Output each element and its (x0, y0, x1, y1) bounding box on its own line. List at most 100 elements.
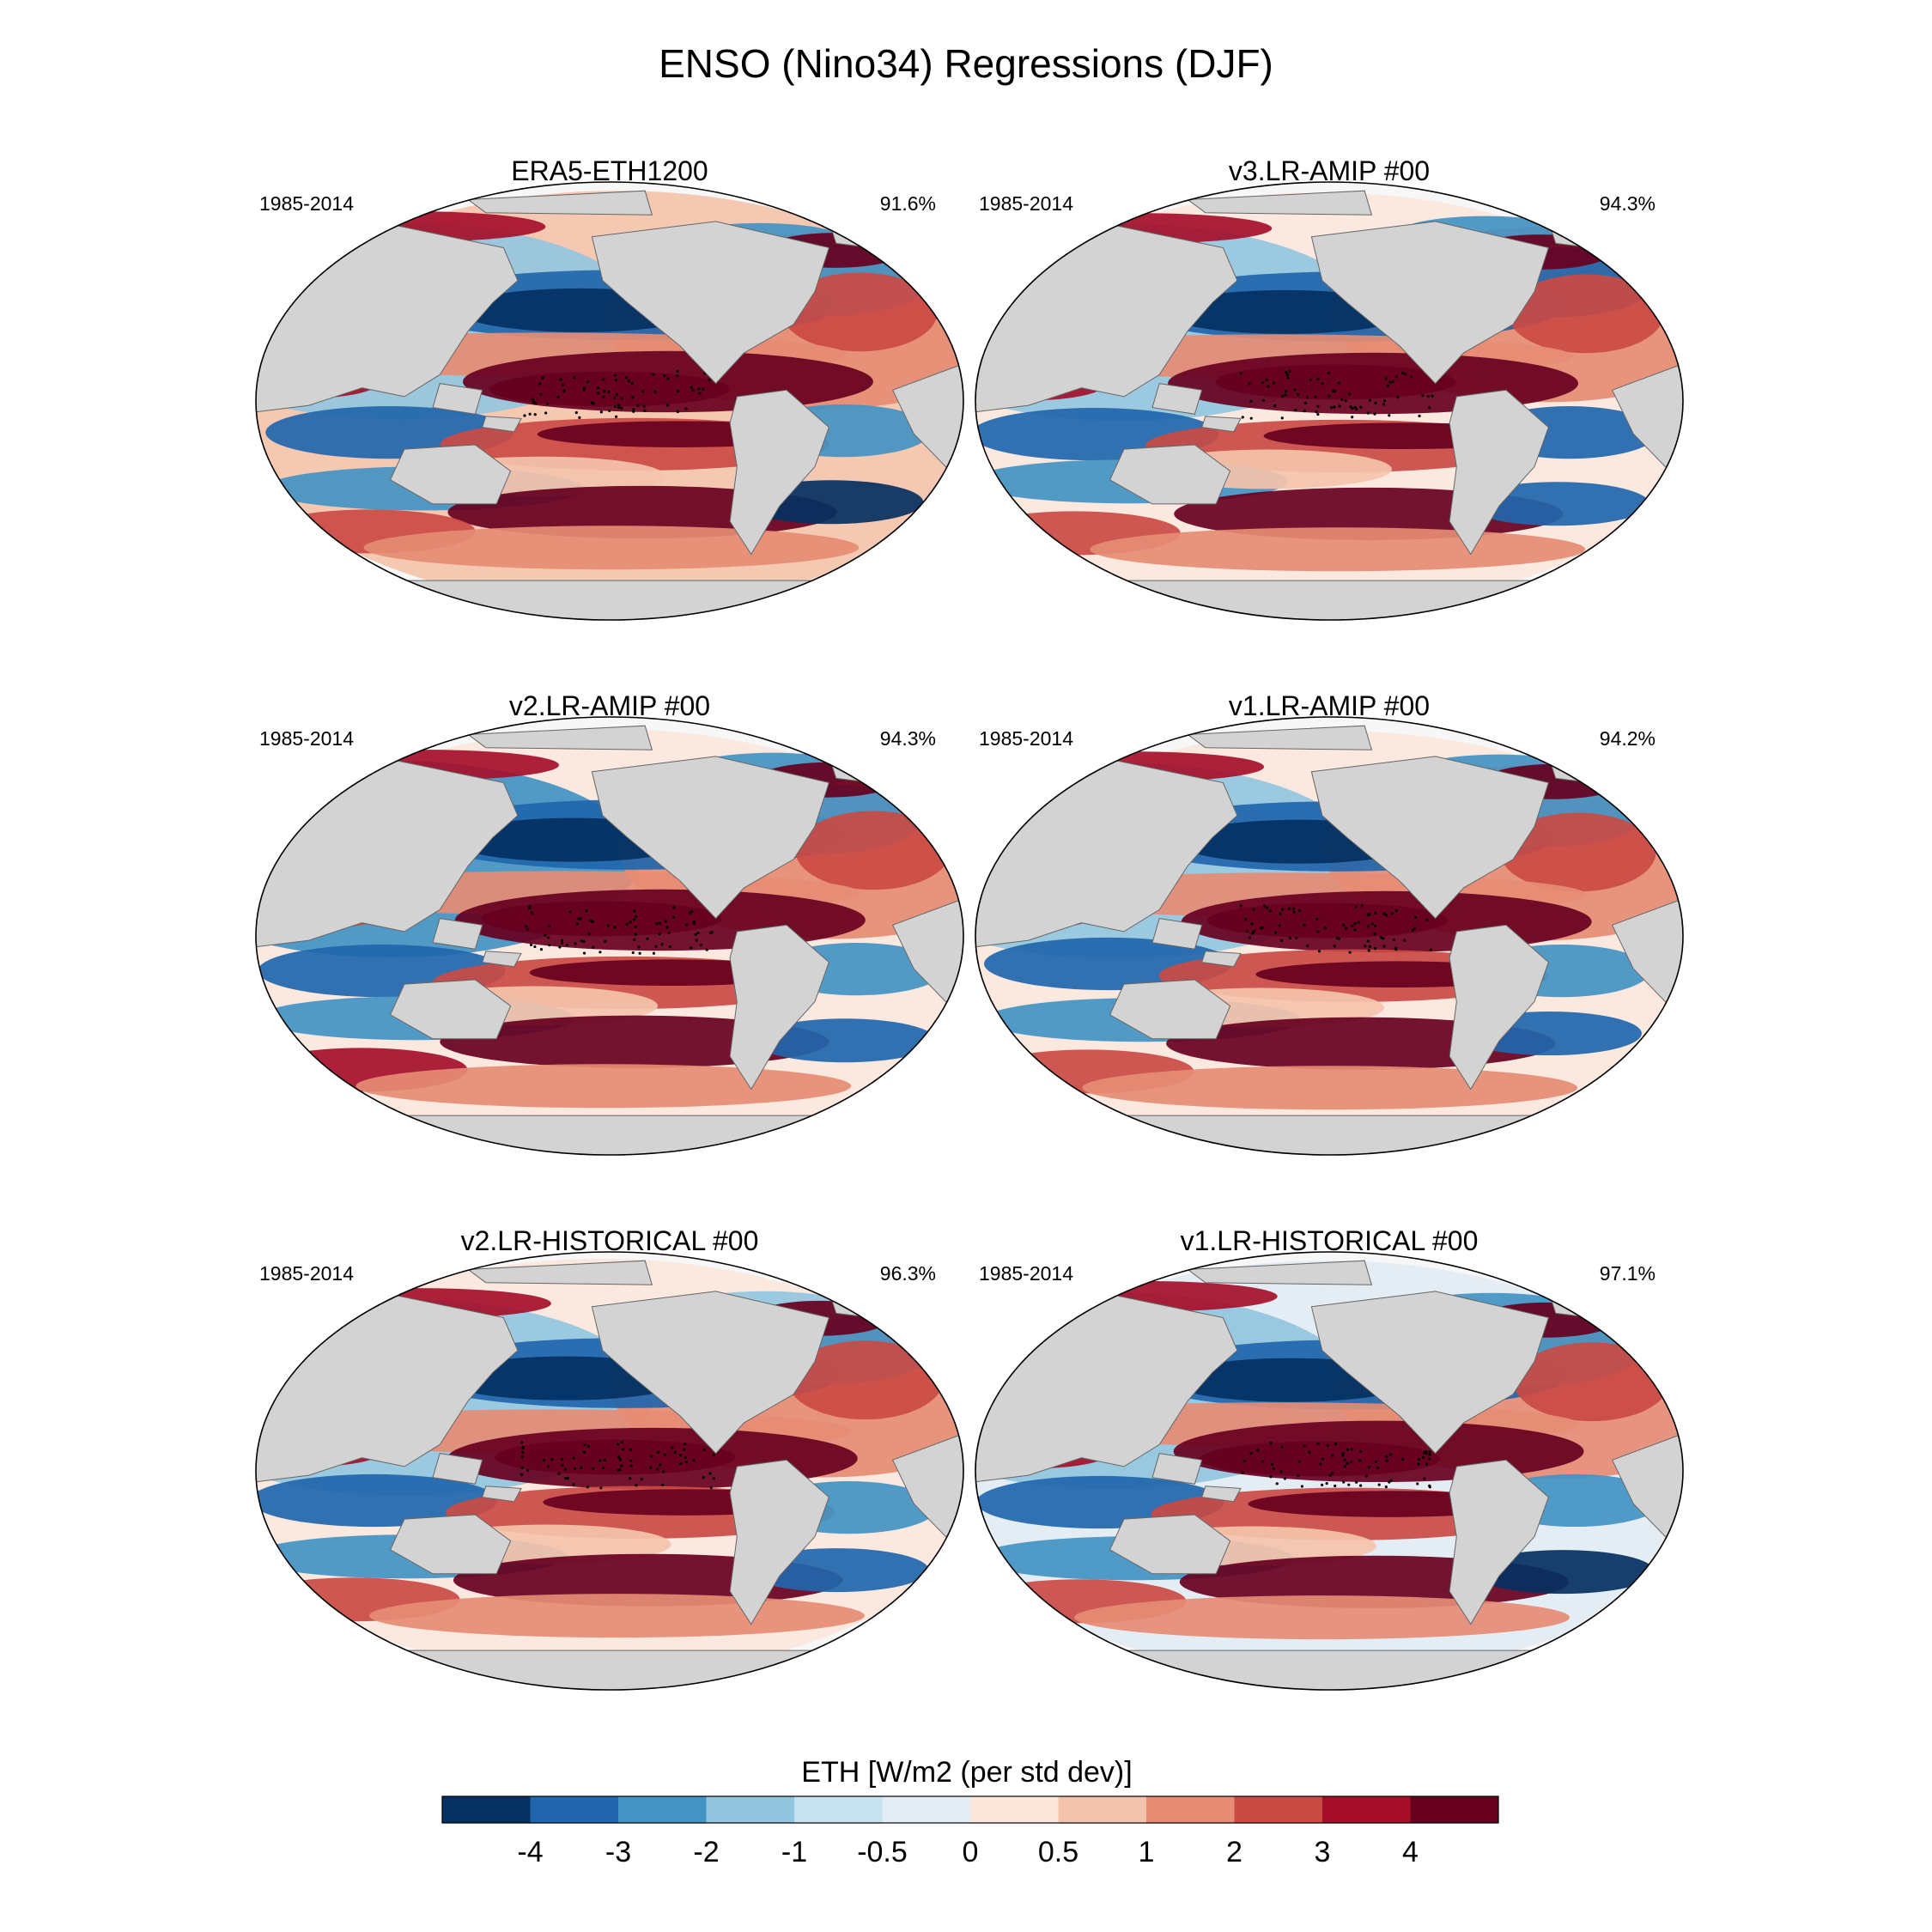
colorbar-tick-label: 1 (1139, 1836, 1155, 1868)
significance-dot (597, 392, 600, 395)
significance-dot (638, 951, 641, 955)
anomaly-field (787, 1340, 944, 1420)
significance-dot (631, 396, 635, 399)
significance-dot (578, 416, 581, 419)
land-mass (482, 951, 522, 968)
significance-dot (685, 923, 689, 927)
panel-pattern-pct: 94.3% (1600, 192, 1656, 215)
significance-dot (1391, 380, 1394, 384)
significance-dot (1353, 921, 1357, 926)
significance-dot (1428, 1450, 1431, 1454)
significance-dot (1425, 1462, 1429, 1466)
significance-dot (1252, 930, 1255, 933)
significance-dot (1338, 404, 1341, 408)
significance-dot (1394, 375, 1398, 379)
significance-dot (592, 945, 595, 949)
significance-dot (563, 1467, 567, 1471)
significance-dot (1385, 1455, 1388, 1458)
land-mass (975, 580, 1683, 620)
significance-dot (709, 1486, 713, 1490)
significance-dot (683, 1455, 687, 1459)
significance-dot (525, 925, 528, 928)
anomaly-field (752, 1018, 937, 1063)
anomaly-field (1500, 812, 1656, 892)
significance-dot (1344, 398, 1347, 403)
significance-dot (708, 1472, 712, 1475)
significance-dot (699, 944, 702, 947)
significance-dot (586, 1444, 590, 1448)
significance-dot (1303, 1444, 1306, 1448)
significance-dot (1316, 412, 1320, 416)
significance-dot (1376, 1466, 1380, 1470)
land-mass (1310, 1291, 1550, 1455)
anomaly-field (1215, 364, 1456, 400)
significance-dot (528, 904, 532, 908)
map-border (975, 1251, 1684, 1691)
land-mass (1449, 1459, 1549, 1625)
land-mass (1201, 416, 1242, 433)
significance-dot (1410, 375, 1413, 379)
map-panel: v1.LR-HISTORICAL #00 1985-2014 97.1% (975, 1225, 1684, 1691)
significance-dot (1283, 1477, 1287, 1480)
significance-dot (1265, 378, 1268, 381)
significance-dot (652, 373, 655, 376)
significance-dot (1355, 408, 1358, 411)
colorbar-box (970, 1796, 1059, 1823)
significance-dot (1297, 392, 1300, 397)
significance-dot (1396, 396, 1400, 399)
significance-dot (616, 1443, 620, 1446)
significance-dot (1306, 944, 1309, 948)
significance-dot (641, 390, 645, 393)
significance-dot (695, 939, 698, 942)
land-mass (1310, 756, 1550, 920)
significance-dot (1272, 1467, 1275, 1471)
significance-dot (632, 918, 635, 921)
significance-dot (1392, 938, 1395, 942)
significance-dot (1382, 399, 1387, 403)
land-mass (256, 1115, 963, 1155)
significance-dot (538, 382, 542, 386)
significance-dot (565, 943, 568, 946)
significance-dot (1303, 409, 1307, 413)
significance-dot (692, 920, 696, 924)
map-border (255, 716, 964, 1156)
significance-dot (1370, 922, 1375, 926)
significance-dot (1416, 1482, 1419, 1485)
significance-dot (661, 1470, 665, 1473)
significance-dot (1280, 394, 1285, 398)
colorbar-box (882, 1796, 970, 1823)
significance-dot (1261, 380, 1265, 385)
panel-period: 1985-2014 (259, 727, 354, 750)
panel-period: 1985-2014 (979, 1262, 1073, 1285)
figure-title: ENSO (Nino34) Regressions (DJF) (659, 41, 1273, 86)
anomaly-field (1074, 1595, 1570, 1640)
colorbar-frame (441, 1795, 1499, 1824)
colorbar-box (1322, 1796, 1411, 1823)
significance-dot (1269, 1475, 1273, 1479)
significance-dot (1337, 381, 1340, 385)
panel-title: v1.LR-AMIP #00 (1229, 690, 1430, 721)
significance-dot (1325, 1482, 1328, 1485)
significance-dot (664, 920, 667, 923)
significance-dot (631, 951, 635, 955)
land-mass (1186, 725, 1373, 750)
significance-dot (1297, 1460, 1301, 1463)
significance-dot (1428, 1484, 1431, 1487)
significance-dot (655, 1467, 659, 1471)
colorbar-box (1146, 1796, 1235, 1823)
significance-dot (652, 951, 656, 955)
significance-dot (1333, 945, 1336, 948)
significance-dot (684, 1461, 689, 1464)
panel-title: ERA5-ETH1200 (511, 155, 708, 186)
significance-dot (607, 390, 611, 394)
significance-dot (1249, 416, 1253, 420)
significance-dot (561, 1463, 564, 1467)
colorbar-tick-labels: -4 -3 -2 -1 -0.5 0 0.5 1 2 3 4 (517, 1836, 1419, 1868)
significance-dot (574, 1467, 577, 1470)
significance-dot (1248, 936, 1252, 939)
map-panels: ERA5-ETH1200 1985-2014 91.6% v3.LR-AMIP #00… (255, 155, 1684, 1691)
significance-dot (562, 389, 566, 392)
significance-dot (629, 1448, 632, 1451)
significance-dot (1384, 377, 1388, 380)
significance-dot (1261, 1460, 1265, 1463)
